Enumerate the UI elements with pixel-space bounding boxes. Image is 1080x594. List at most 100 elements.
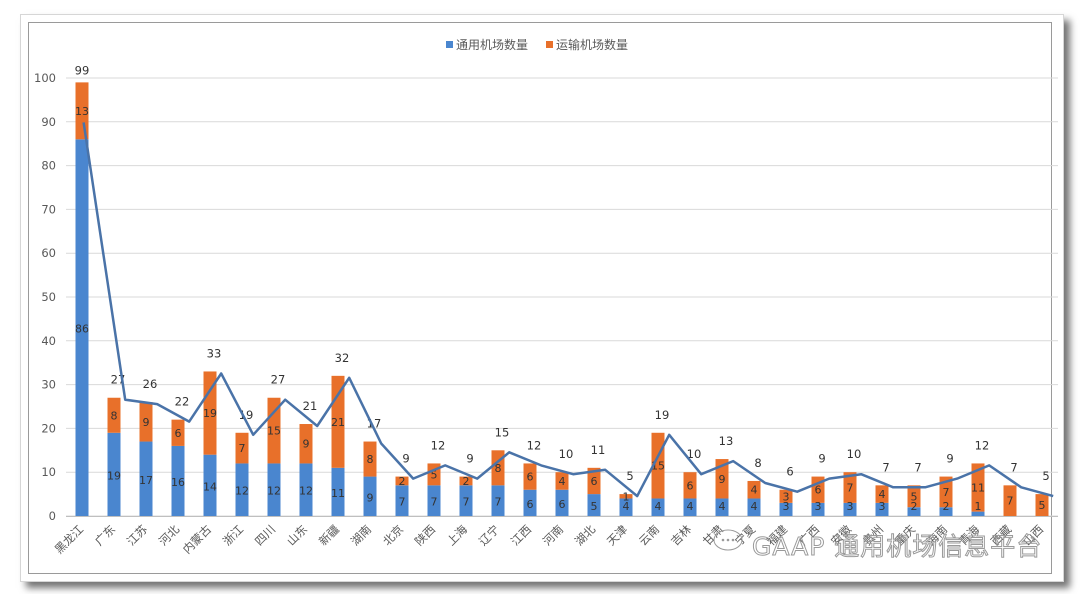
bar-label-transport: 4 — [751, 484, 758, 497]
legend: 通用机场数量 运输机场数量 — [446, 36, 628, 53]
bar-general — [779, 502, 793, 516]
bar-transport — [971, 463, 985, 512]
watermark: GAAP 通用机场信息平台 — [751, 532, 1043, 562]
legend-item-transport: 运输机场数量 — [546, 36, 628, 53]
bar-transport — [619, 494, 633, 499]
bar-label-transport: 9 — [719, 473, 726, 486]
y-tick-label: 60 — [41, 246, 56, 260]
y-tick-label: 40 — [41, 334, 56, 348]
x-tick-label: 新疆 — [316, 522, 343, 549]
legend-item-general: 通用机场数量 — [446, 36, 528, 53]
y-tick-label: 80 — [41, 159, 56, 173]
bar-label-general: 5 — [591, 500, 598, 513]
bar-general — [299, 463, 313, 516]
bar-label-transport: 7 — [847, 482, 854, 495]
bar-label-general: 7 — [495, 496, 502, 509]
bar-general — [75, 139, 89, 516]
total-label: 19 — [655, 408, 670, 422]
bar-transport — [843, 472, 857, 503]
bar-label-general: 17 — [139, 474, 153, 487]
total-label: 22 — [175, 395, 190, 409]
total-label: 6 — [786, 465, 793, 479]
bar-transport — [139, 402, 153, 442]
bar-general — [107, 432, 121, 516]
bar-label-general: 7 — [463, 496, 470, 509]
bar-label-general: 12 — [267, 485, 281, 498]
wechat-icon — [713, 529, 743, 551]
y-tick-label: 10 — [41, 465, 56, 479]
bar-label-transport: 7 — [943, 486, 950, 499]
bar-general — [171, 445, 185, 516]
total-label: 10 — [847, 447, 862, 461]
bar-label-general: 86 — [75, 323, 89, 336]
bar-general — [683, 498, 697, 516]
x-tick-label: 辽宁 — [476, 522, 502, 548]
x-tick-label: 云南 — [636, 522, 662, 548]
y-tick-label: 0 — [49, 509, 56, 523]
total-label: 33 — [207, 346, 222, 360]
bar-label-transport: 5 — [1039, 499, 1046, 512]
legend-swatch-general — [446, 41, 453, 48]
bar-general — [235, 463, 249, 516]
bar-label-general: 14 — [203, 480, 217, 493]
x-tick-label: 山东 — [284, 522, 310, 548]
bar-label-transport: 8 — [495, 462, 502, 475]
bar-general — [459, 485, 473, 516]
bar-label-transport: 9 — [143, 416, 150, 429]
bar-transport — [555, 472, 569, 490]
bar-general — [267, 463, 281, 516]
bar-label-general: 4 — [623, 500, 630, 513]
bar-general — [971, 511, 985, 516]
bar-label-transport: 5 — [431, 468, 438, 481]
total-label: 10 — [559, 447, 574, 461]
bar-transport — [715, 459, 729, 499]
bar-label-general: 3 — [879, 500, 886, 513]
bar-transport — [939, 476, 953, 508]
total-label: 9 — [466, 452, 473, 466]
bar-transport — [171, 419, 185, 446]
bar-label-general: 4 — [719, 500, 726, 513]
bar-label-transport: 8 — [367, 453, 374, 466]
y-tick-label: 20 — [41, 421, 56, 435]
bar-label-transport: 1 — [623, 490, 630, 503]
bar-general — [523, 489, 537, 516]
total-label: 7 — [1010, 460, 1017, 474]
bar-label-transport: 6 — [175, 427, 182, 440]
x-tick-label: 陕西 — [412, 522, 438, 548]
bar-label-transport: 4 — [559, 475, 566, 488]
bar-label-transport: 11 — [971, 482, 985, 495]
bar-label-transport: 3 — [783, 490, 790, 503]
bar-label-transport: 21 — [331, 416, 345, 429]
bar-transport — [107, 397, 121, 433]
bar-label-general: 4 — [655, 500, 662, 513]
bar-general — [395, 485, 409, 516]
bar-transport — [363, 441, 377, 477]
bar-transport — [779, 489, 793, 503]
x-tick-label: 北京 — [380, 522, 406, 548]
bar-label-general: 2 — [943, 500, 950, 513]
bar-label-transport: 5 — [911, 490, 918, 503]
bar-general — [139, 441, 153, 516]
bar-general — [363, 476, 377, 516]
bar-label-transport: 6 — [591, 475, 598, 488]
y-tick-label: 70 — [41, 202, 56, 216]
x-tick-label: 内蒙古 — [180, 522, 214, 556]
bar-label-transport: 7 — [1007, 495, 1014, 508]
bar-label-general: 6 — [559, 498, 566, 511]
bar-label-general: 9 — [367, 491, 374, 504]
total-label: 9 — [402, 452, 409, 466]
x-tick-label: 上海 — [444, 522, 471, 549]
legend-label-transport: 运输机场数量 — [556, 38, 629, 52]
bar-transport — [203, 371, 217, 455]
x-tick-label: 广东 — [92, 522, 118, 548]
bar-transport — [395, 476, 409, 486]
bar-transport — [235, 432, 249, 464]
x-tick-label: 河北 — [156, 522, 183, 549]
bar-transport — [459, 476, 473, 486]
x-tick-label: 天津 — [604, 522, 630, 548]
bar-label-general: 4 — [687, 500, 694, 513]
total-label: 27 — [271, 373, 286, 387]
total-label: 9 — [818, 452, 825, 466]
legend-label-general: 通用机场数量 — [456, 38, 529, 52]
